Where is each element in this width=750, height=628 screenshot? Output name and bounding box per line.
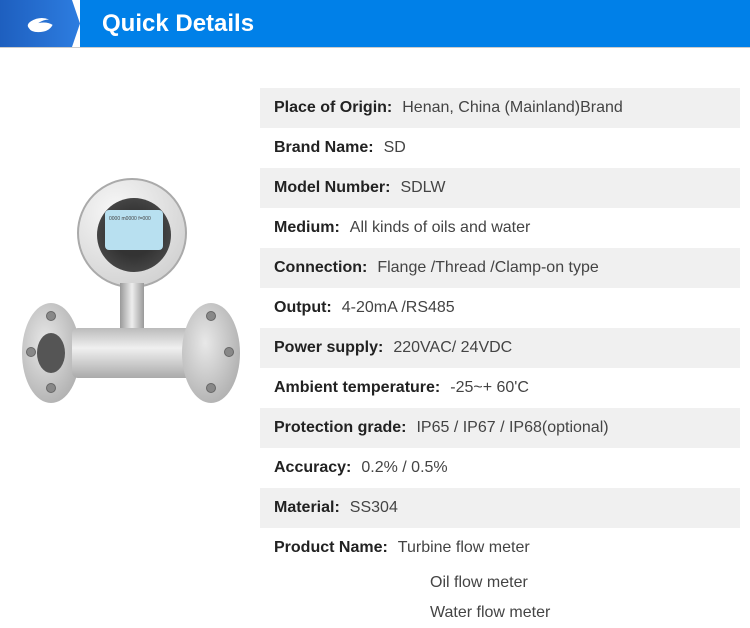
spec-row: Brand Name: SD [260, 128, 740, 168]
content-area: 0000 m0000 f=000 Place of Origin: Henan, … [0, 48, 750, 628]
page-title: Quick Details [102, 10, 254, 38]
spec-row: Protection grade: IP65 / IP67 / IP68(opti… [260, 408, 740, 448]
lcd-display: 0000 m0000 f=000 [105, 210, 163, 250]
spec-row: Output: 4-20mA /RS485 [260, 288, 740, 328]
spec-label: Power supply: [274, 339, 383, 357]
spec-label: Material: [274, 499, 340, 517]
spec-value: 220VAC/ 24VDC [393, 339, 512, 357]
spec-row: Medium: All kinds of oils and water [260, 208, 740, 248]
spec-sub-value: Oil flow meter [260, 568, 740, 598]
spec-sub-value: Water flow meter [260, 598, 740, 628]
spec-label: Medium: [274, 219, 340, 237]
spec-row: Model Number: SDLW [260, 168, 740, 208]
spec-table: Place of Origin: Henan, China (Mainland)B… [260, 88, 750, 628]
title-bar: Quick Details [80, 0, 750, 47]
flow-meter-illustration: 0000 m0000 f=000 [12, 178, 232, 478]
spec-row: Connection: Flange /Thread /Clamp-on type [260, 248, 740, 288]
spec-value: SD [384, 139, 406, 157]
spec-label: Place of Origin: [274, 99, 392, 117]
spec-label: Protection grade: [274, 419, 406, 437]
spec-value: Turbine flow meter [398, 539, 530, 557]
spec-row: Product Name: Turbine flow meter [260, 528, 740, 568]
spec-row: Power supply: 220VAC/ 24VDC [260, 328, 740, 368]
spec-row: Ambient temperature: -25~+ 60'C [260, 368, 740, 408]
spec-label: Ambient temperature: [274, 379, 440, 397]
spec-value: 4-20mA /RS485 [342, 299, 455, 317]
spec-label: Connection: [274, 259, 367, 277]
spec-value: Henan, China (Mainland)Brand [402, 99, 623, 117]
spec-value: -25~+ 60'C [450, 379, 529, 397]
spec-value: Flange /Thread /Clamp-on type [377, 259, 598, 277]
spec-label: Accuracy: [274, 459, 351, 477]
spec-value: SDLW [400, 179, 445, 197]
brand-logo [0, 0, 80, 47]
header-bar: Quick Details [0, 0, 750, 48]
spec-value: All kinds of oils and water [350, 219, 531, 237]
spec-value: 0.2% / 0.5% [361, 459, 447, 477]
spec-row: Place of Origin: Henan, China (Mainland)B… [260, 88, 740, 128]
spec-value: SS304 [350, 499, 398, 517]
spec-label: Product Name: [274, 539, 388, 557]
product-image: 0000 m0000 f=000 [0, 88, 240, 628]
spec-value: IP65 / IP67 / IP68(optional) [416, 419, 608, 437]
spec-row: Material: SS304 [260, 488, 740, 528]
spec-label: Output: [274, 299, 332, 317]
spec-label: Model Number: [274, 179, 390, 197]
spec-label: Brand Name: [274, 139, 374, 157]
spec-row: Accuracy: 0.2% / 0.5% [260, 448, 740, 488]
